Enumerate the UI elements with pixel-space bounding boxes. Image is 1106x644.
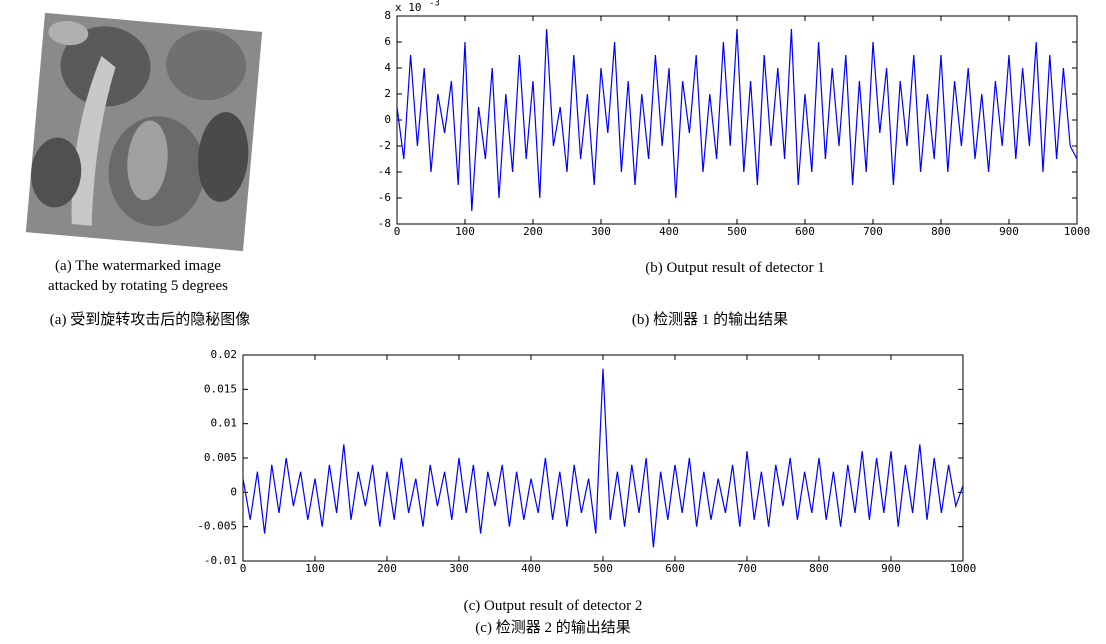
y-tick-label: 8 <box>384 9 391 22</box>
x-tick-label: 900 <box>881 562 901 575</box>
y-tick-label: 0 <box>230 485 237 498</box>
x-tick-label: 800 <box>931 225 951 238</box>
data-line <box>396 28 1078 212</box>
x-tick-label: 900 <box>999 225 1019 238</box>
y-tick-label: 6 <box>384 35 391 48</box>
caption: attacked by rotating 5 degrees <box>48 278 228 294</box>
plot-frame <box>242 354 964 562</box>
y-tick-label: 0 <box>384 113 391 126</box>
y-tick-label: 0.005 <box>204 451 237 464</box>
axis-multiplier-exp: -3 <box>429 0 440 9</box>
caption: (c) Output result of detector 2 <box>464 598 643 614</box>
y-tick-label: -8 <box>378 217 391 230</box>
x-tick-label: 500 <box>727 225 747 238</box>
x-tick-label: 700 <box>863 225 883 238</box>
y-tick-label: -0.005 <box>197 520 237 533</box>
caption: (b) Output result of detector 1 <box>645 260 825 276</box>
y-tick-label: -2 <box>378 139 391 152</box>
x-tick-label: 200 <box>523 225 543 238</box>
peppers-image <box>25 12 263 252</box>
x-tick-label: 400 <box>521 562 541 575</box>
y-tick-label: 0.015 <box>204 382 237 395</box>
x-tick-label: 100 <box>305 562 325 575</box>
axis-multiplier: x 10 <box>395 1 422 14</box>
x-tick-label: 1000 <box>950 562 977 575</box>
x-tick-label: 600 <box>665 562 685 575</box>
y-tick-label: -0.01 <box>204 554 237 567</box>
caption: (b) 检测器 1 的输出结果 <box>632 311 788 328</box>
y-tick-label: 0.02 <box>211 348 238 361</box>
y-tick-label: 2 <box>384 87 391 100</box>
y-tick-label: -4 <box>378 165 392 178</box>
caption: (a) 受到旋转攻击后的隐秘图像 <box>50 311 250 328</box>
x-tick-label: 400 <box>659 225 679 238</box>
x-tick-label: 1000 <box>1064 225 1091 238</box>
caption: (a) The watermarked image <box>55 258 221 274</box>
x-tick-label: 200 <box>377 562 397 575</box>
y-tick-label: 4 <box>384 61 391 74</box>
y-tick-label: -6 <box>378 191 391 204</box>
x-tick-label: 300 <box>591 225 611 238</box>
x-tick-label: 500 <box>593 562 613 575</box>
x-tick-label: 700 <box>737 562 757 575</box>
x-tick-label: 100 <box>455 225 475 238</box>
x-tick-label: 300 <box>449 562 469 575</box>
x-tick-label: 800 <box>809 562 829 575</box>
x-tick-label: 600 <box>795 225 815 238</box>
y-tick-label: 0.01 <box>211 417 238 430</box>
x-tick-label: 0 <box>240 562 247 575</box>
data-line <box>242 368 964 548</box>
caption: (c) 检测器 2 的输出结果 <box>475 619 630 636</box>
x-tick-label: 0 <box>394 225 401 238</box>
